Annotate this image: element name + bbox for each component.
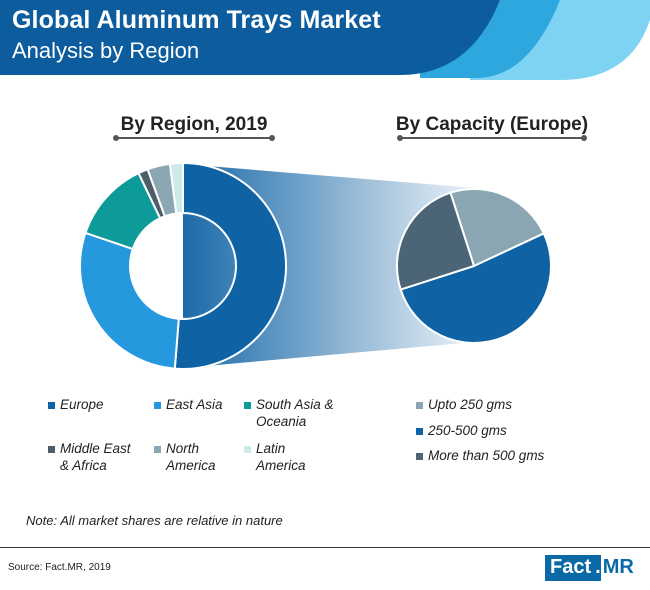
legend-label: 250-500 gms: [428, 423, 507, 438]
donut-slice-east-asia: [79, 231, 180, 370]
legend-swatch: [244, 446, 251, 453]
page-title: Global Aluminum Trays Market: [12, 6, 381, 34]
source-text: Source: Fact.MR, 2019: [8, 562, 111, 573]
legend-label: East Asia: [166, 397, 223, 412]
donut-slice-latin-america: [168, 161, 184, 215]
factmr-logo: Fact. MR: [545, 555, 638, 581]
logo-mr: MR: [600, 555, 638, 581]
legend-label: South Asia & Oceania: [256, 397, 334, 429]
region-chart-title: By Region, 2019: [120, 114, 268, 135]
legend-label: Latin America: [256, 441, 306, 473]
pie-slice-more-than-500-gms: [396, 191, 476, 291]
legend-swatch: [154, 402, 161, 409]
footer-divider: [0, 547, 650, 548]
banner-stripe-dark: [0, 0, 500, 75]
capacity-chart-title: By Capacity (Europe): [395, 114, 589, 135]
logo-dot: .: [595, 555, 601, 581]
legend-swatch: [154, 446, 161, 453]
page-subtitle: Analysis by Region: [12, 38, 200, 63]
capacity-title-rule: [397, 135, 587, 141]
legend-swatch: [416, 402, 423, 409]
legend-label: North America: [166, 441, 216, 473]
pie-slice-250-500-gms: [399, 232, 552, 344]
legend-label: More than 500 gms: [428, 448, 545, 463]
legend-swatch: [48, 446, 55, 453]
banner-background: [0, 0, 650, 80]
legend-swatch: [416, 428, 423, 435]
legend-swatch: [416, 453, 423, 460]
donut-slice-europe: [173, 161, 287, 370]
legend-label: Europe: [60, 397, 104, 412]
pie-slice-upto-250-gms: [449, 188, 546, 268]
capacity-pie-chart: [396, 188, 552, 344]
legend-label: Middle East & Africa: [60, 441, 131, 473]
logo-fact: Fact: [545, 555, 596, 581]
legend-swatch: [48, 402, 55, 409]
region-title-rule: [113, 135, 275, 141]
footnote: Note: All market shares are relative in …: [26, 513, 283, 528]
legend-label: Upto 250 gms: [428, 397, 513, 412]
header-banner: Global Aluminum Trays Market Analysis by…: [0, 0, 650, 80]
region-donut-chart: [79, 161, 287, 370]
legend-swatch: [244, 402, 251, 409]
